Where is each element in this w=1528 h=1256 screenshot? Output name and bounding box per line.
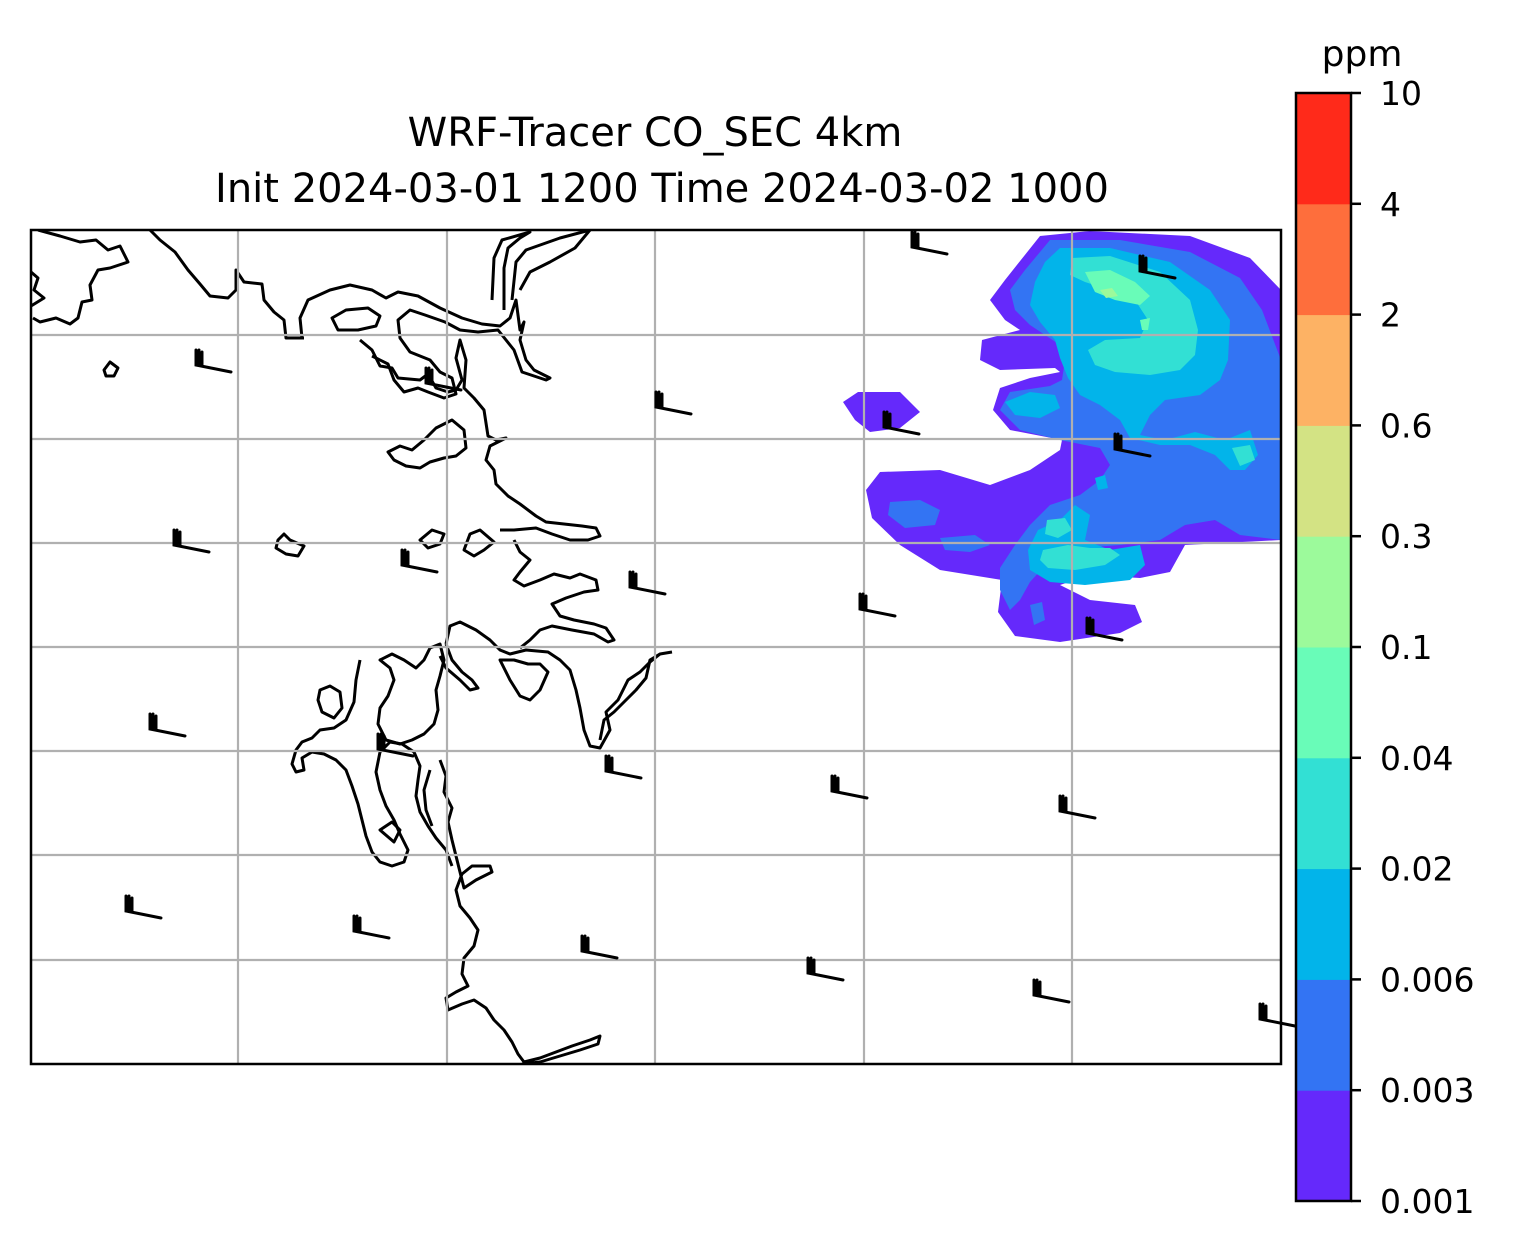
colorbar-tick-label: 0.3: [1380, 517, 1432, 556]
colorbar-tick-label: 0.02: [1380, 850, 1453, 889]
contour-band-0b: [843, 392, 920, 432]
colorbar-tick-label: 2: [1380, 296, 1401, 335]
contour-band-5: [1100, 288, 1118, 298]
coastline-island-mid3: [462, 528, 496, 558]
colorbar-band-7: [1296, 314, 1351, 426]
colorbar-band-6: [1296, 425, 1351, 537]
gridlines: [31, 230, 1281, 1064]
colorbar-band-5: [1296, 536, 1351, 648]
coastline-island-bay: [330, 306, 382, 332]
wind-barb: [1058, 794, 1097, 820]
contour-band-2c: [1005, 392, 1060, 418]
wind-barb: [858, 592, 897, 618]
map-subtitle: Init 2024-03-01 1200 Time 2024-03-02 100…: [215, 166, 1109, 212]
wind-barb: [172, 528, 211, 554]
coastline-south-upper-2: [598, 652, 661, 741]
colorbar-tick-label: 0.001: [1380, 1182, 1474, 1221]
wind-barbs: [124, 230, 1297, 1028]
wind-barb: [910, 230, 949, 256]
wind-barb: [1085, 616, 1124, 642]
colorbar-band-9: [1296, 93, 1351, 205]
contour-band-3c: [1045, 518, 1072, 538]
coastline-south-upper: [444, 620, 673, 750]
contour-band-2d: [1095, 475, 1108, 490]
wind-barb: [424, 366, 463, 392]
wind-barb: [1258, 1002, 1297, 1028]
wind-barb: [148, 712, 187, 738]
wind-barb: [400, 548, 439, 574]
wind-barb: [352, 914, 391, 940]
colorbar-unit-label: ppm: [1322, 34, 1403, 75]
contour-band-4b: [1140, 318, 1150, 330]
colorbar-bands: [1296, 93, 1351, 1202]
coastline-island-mid: [274, 532, 306, 558]
map-frame: [29, 228, 1283, 1066]
coastline-north-3: [148, 230, 304, 340]
colorbar-tick-label: 0.006: [1380, 960, 1474, 999]
contour-band-3b: [1040, 545, 1120, 570]
wind-barb: [376, 732, 415, 758]
colorbar-band-8: [1296, 203, 1351, 316]
colorbar: ppm 0.001 0.003 0.006 0.02 0.04 0.1 0.3 0.6 2 4 10: [1294, 34, 1474, 1221]
coastline-river-1: [490, 230, 532, 310]
contour-band-1b: [888, 500, 940, 528]
colorbar-band-1: [1296, 979, 1351, 1091]
wind-barb: [882, 410, 921, 436]
wind-barb: [604, 754, 643, 780]
tracer-contours: [843, 231, 1281, 642]
contour-band-1d: [1030, 602, 1045, 625]
wind-barb: [628, 570, 667, 596]
colorbar-tick-label: 0.1: [1380, 628, 1432, 667]
coastline-middle: [512, 539, 616, 650]
colorbar-band-3: [1296, 757, 1351, 870]
colorbar-tick-label: 4: [1380, 185, 1401, 224]
colorbar-tick-label: 0.04: [1380, 739, 1453, 778]
colorbar-band-0: [1296, 1090, 1351, 1202]
contour-band-3d: [1232, 445, 1255, 466]
coastline-river-south: [422, 769, 434, 827]
coastline-south-lower: [438, 759, 602, 1064]
wind-barb: [580, 934, 619, 960]
contour-band-4: [1085, 270, 1150, 305]
coastline-north: [32, 230, 130, 326]
colorbar-tick-label: 10: [1380, 74, 1422, 113]
wind-barb: [654, 390, 693, 416]
wind-barb: [124, 894, 163, 920]
coastline-north-2: [31, 270, 46, 308]
coastline-west-shore: [290, 659, 454, 868]
colorbar-tick-label: 0.6: [1380, 406, 1432, 445]
colorbar-tick-label: 0.003: [1380, 1071, 1474, 1110]
wind-barb: [806, 956, 845, 982]
wind-barb: [1113, 432, 1152, 458]
wind-barb: [830, 774, 869, 800]
coastlines: [31, 230, 673, 1064]
map-panel: [29, 228, 1297, 1066]
coastline-inlet-1: [386, 418, 468, 470]
wind-barb: [1032, 978, 1071, 1004]
coastline-island-mid2: [418, 528, 446, 550]
coastline-south-peninsula-a: [438, 643, 480, 692]
colorbar-band-4: [1296, 647, 1351, 759]
coastline-small-isl-1: [378, 820, 402, 844]
colorbar-band-2: [1296, 868, 1351, 980]
coastline-south-west-bay: [376, 642, 446, 746]
wind-barb: [194, 348, 233, 374]
coastline-island-west: [102, 360, 120, 378]
coastline-shore-inner: [316, 684, 344, 720]
colorbar-ticks: 0.001 0.003 0.006 0.02 0.04 0.1 0.3 0.6 2 4 10: [1351, 74, 1474, 1221]
coastline-river-2: [510, 230, 592, 301]
wind-barb: [1138, 254, 1177, 280]
map-title: WRF-Tracer CO_SEC 4km: [408, 110, 903, 156]
coastline-south-peninsula-b: [498, 658, 550, 702]
